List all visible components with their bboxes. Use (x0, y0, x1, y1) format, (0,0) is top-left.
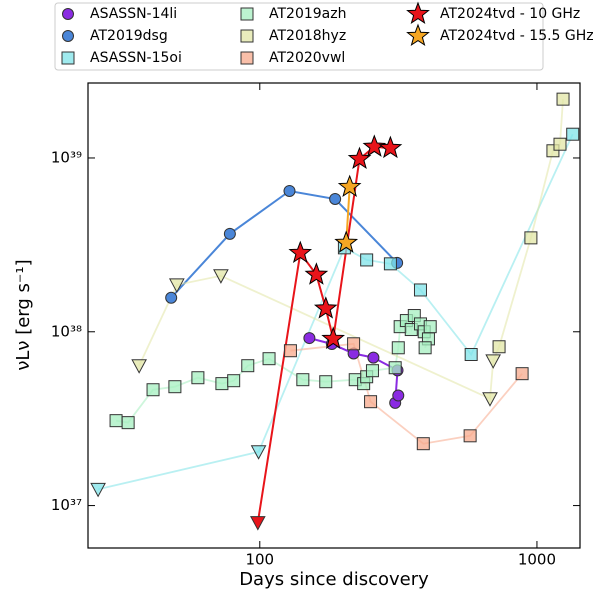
legend-marker (61, 51, 75, 65)
y-tick-label: 10³⁹ (51, 148, 82, 166)
data-point (283, 184, 296, 197)
data-point (524, 231, 538, 245)
data-point (215, 377, 229, 391)
legend-label: ASASSN-14li (90, 6, 177, 22)
legend-marker (406, 23, 430, 47)
data-point (482, 392, 498, 407)
y-axis-label: νLν [erg s⁻¹] (13, 259, 34, 370)
data-point (168, 278, 185, 293)
data-point (485, 354, 501, 369)
data-point (365, 364, 379, 378)
legend-label: AT2018hyz (269, 28, 346, 44)
data-point (337, 174, 362, 198)
data-point (383, 257, 397, 271)
data-point (313, 296, 338, 319)
data-point (303, 332, 316, 345)
legend-marker (240, 29, 254, 43)
x-tick-label: 100 (245, 551, 274, 569)
data-point (165, 291, 178, 304)
data-point (464, 347, 478, 361)
y-tick-label: 10³⁷ (51, 496, 82, 514)
legend-label: AT2020vwl (269, 50, 345, 66)
data-point (191, 371, 205, 385)
legend-label: ASASSN-15oi (90, 50, 182, 66)
legend-marker (240, 51, 254, 65)
legend-marker (62, 30, 74, 42)
x-axis-label: Days since discovery (239, 569, 429, 590)
series-line (256, 145, 391, 523)
data-point (334, 230, 359, 253)
data-point (418, 341, 432, 355)
data-point (227, 374, 241, 388)
data-point (492, 340, 506, 354)
data-point (416, 437, 430, 451)
data-point (364, 395, 378, 409)
legend-marker (406, 1, 430, 25)
data-point (362, 134, 387, 157)
data-point (367, 351, 380, 364)
data-point (90, 482, 106, 498)
data-point (304, 262, 329, 285)
data-point (392, 389, 405, 402)
data-point (329, 192, 342, 205)
data-point (347, 146, 372, 170)
data-point (566, 127, 580, 141)
data-point (319, 375, 333, 389)
data-point (121, 416, 135, 430)
legend-label: AT2024tvd - 15.5 GHz (440, 28, 594, 44)
data-point (146, 383, 160, 397)
data-point (423, 320, 437, 334)
data-point (168, 380, 182, 394)
data-point (556, 92, 570, 106)
legend-marker (62, 8, 74, 20)
series-line (115, 313, 432, 424)
series-line (170, 189, 398, 299)
series-line (97, 133, 574, 491)
data-point (223, 227, 236, 240)
data-point (288, 240, 313, 264)
data-point (241, 359, 255, 373)
data-point (250, 516, 266, 531)
data-point (321, 326, 345, 349)
data-point (347, 337, 361, 351)
data-point (213, 269, 229, 284)
legend-label: AT2019azh (269, 6, 346, 22)
data-point (262, 352, 276, 366)
x-tick-label: 1000 (518, 551, 556, 569)
legend-label: AT2019dsg (90, 28, 168, 44)
data-point (553, 137, 567, 151)
data-point (463, 429, 477, 443)
data-point (250, 445, 267, 460)
data-point (360, 253, 374, 267)
data-point (378, 135, 403, 159)
data-point (131, 359, 147, 374)
y-tick-label: 10³⁸ (51, 322, 82, 340)
data-point (109, 414, 123, 428)
data-point (296, 373, 310, 387)
data-point (515, 367, 529, 381)
plot-frame (87, 82, 581, 549)
legend-label: AT2024tvd - 10 GHz (440, 6, 580, 22)
legend-marker (240, 7, 254, 21)
series-line (290, 342, 523, 445)
data-point (413, 283, 427, 297)
data-point (391, 341, 405, 355)
data-point (388, 361, 402, 375)
data-point (283, 344, 297, 358)
